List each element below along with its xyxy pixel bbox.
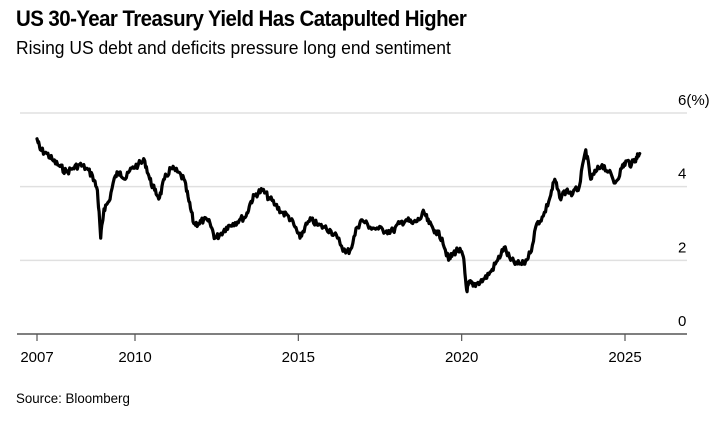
x-tick-label: 2015 — [282, 349, 315, 366]
chart-title: US 30-Year Treasury Yield Has Catapulted… — [16, 6, 467, 31]
yield-line — [35, 137, 642, 294]
source-note: Source: Bloomberg — [16, 390, 130, 406]
x-tick-label: 2020 — [445, 349, 478, 366]
y-tick-label: 6(%) — [678, 92, 710, 109]
x-tick-label: 2010 — [118, 349, 151, 366]
chart-subtitle: Rising US debt and deficits pressure lon… — [16, 38, 451, 58]
x-axis: 2007 2010 2015 2020 2025 — [17, 333, 687, 366]
y-tick-label: 0 — [678, 313, 686, 330]
y-axis-labels: 0 2 4 6(%) — [678, 92, 710, 330]
y-tick-label: 4 — [678, 166, 686, 183]
x-tick-label: 2025 — [608, 349, 641, 366]
x-tick-label: 2007 — [20, 349, 53, 366]
y-tick-label: 2 — [678, 239, 686, 256]
